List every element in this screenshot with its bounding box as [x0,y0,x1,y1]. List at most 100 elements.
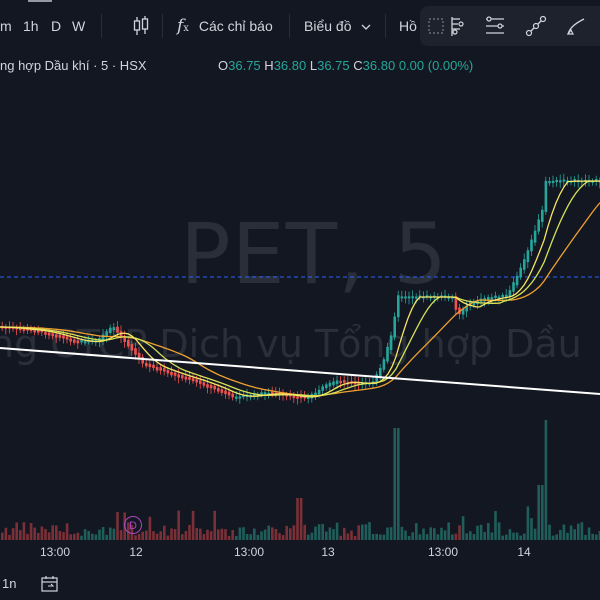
candle-body [217,388,220,392]
candle-body [519,267,522,278]
volume-bar [51,525,54,540]
volume-bar [433,528,436,540]
volume-bar [339,535,342,540]
volume-bar [562,524,566,540]
calendar-range-icon[interactable] [40,574,60,597]
volume-bar [407,535,411,540]
symbol-title[interactable]: ng hợp Dầu khí · 5 · HSX [0,58,147,73]
candle-body [497,296,501,299]
volume-bar [314,526,317,540]
candle-body [181,375,184,379]
candles-icon[interactable] [132,14,150,35]
dividend-marker[interactable]: D [124,516,142,534]
candle-body [73,339,76,343]
volume-bar [332,529,335,540]
volume-bar [400,526,404,540]
volume-bar [249,534,252,540]
candle-body [595,179,598,182]
candle-body [152,364,155,369]
volume-bar [577,523,580,540]
volume-bar [19,530,22,540]
candle-body [227,391,231,396]
brush-icon[interactable] [560,10,592,42]
volume-bar [83,529,87,540]
volume-bar [415,523,418,540]
candle-body [170,371,173,376]
volume-bar [55,525,58,540]
volume-bar [404,530,407,540]
volume-bar [274,529,278,540]
volume-bar [112,528,116,540]
trend-line-icon[interactable] [520,10,552,42]
candle-body [173,372,177,376]
time-axis[interactable]: 13:00 12 13:00 13 13:00 14 [0,540,600,564]
volume-bar [497,522,501,540]
volume-bar [361,524,364,540]
candle-body [220,389,224,393]
volume-bar [512,532,515,540]
volume-bar [238,527,242,540]
volume-bar [533,528,537,540]
candle-body [51,333,54,337]
volume-bar [465,533,468,540]
candle-body [548,181,551,184]
toolbar-divider [162,14,163,38]
indicators-button[interactable]: fx Các chỉ báo [177,16,273,36]
candle-body [382,359,386,370]
volume-bar [73,533,76,540]
volume-bar [58,530,62,540]
time-tick: 13 [321,545,335,559]
candle-body [303,396,306,399]
volume-bar [217,529,220,540]
layout-grid-icon[interactable] [422,10,454,42]
volume-bar [184,531,188,540]
candle-body [411,296,414,299]
ma-mid-line [0,180,600,397]
volume-bar [22,522,26,540]
close-label: C [353,58,363,73]
candle-body [166,370,170,374]
volume-bar [245,533,249,540]
volume-bar [177,510,180,540]
candle-body [487,297,490,301]
candle-body [501,294,504,298]
range-1n-button[interactable]: 1n [2,576,17,591]
volume-bar [155,533,159,540]
volume-bar [227,535,231,540]
interval-minutes[interactable]: m [0,18,12,34]
drawing-tools-panel [420,6,600,46]
volume-bar [278,533,281,540]
candle-body [271,391,274,395]
candle-body [65,336,69,340]
candle-body [299,395,303,399]
alert-icon[interactable] [442,10,474,42]
candle-body [163,368,166,372]
volume-bar [166,535,170,540]
volume-bar [559,529,562,540]
candle-body [393,316,396,338]
volume-bar [454,533,458,540]
interval-day[interactable]: D [51,18,62,34]
candle-body [188,376,191,380]
volume-bar [328,527,332,540]
volume-bar [591,533,594,540]
interval-1h[interactable]: 1h [23,18,39,34]
candle-body [199,380,202,384]
replay-icon[interactable] [480,10,512,42]
volume-bar [163,525,166,540]
cutoff-menu-item[interactable]: Hồ [399,18,417,34]
chart-type-button[interactable]: Biểu đồ [304,16,371,36]
volume-bar [310,532,314,540]
candle-body [404,296,407,299]
interval-week[interactable]: W [72,18,86,34]
candle-body [508,290,512,297]
toolbar-divider [101,14,102,38]
volume-bar [65,523,69,540]
volume-bar [1,532,4,540]
volume-bar [346,533,350,540]
price-chart[interactable] [0,0,600,540]
candle-body [523,259,526,270]
volume-bar [447,522,450,540]
volume-bar [335,522,339,540]
volume-bar [170,528,173,540]
